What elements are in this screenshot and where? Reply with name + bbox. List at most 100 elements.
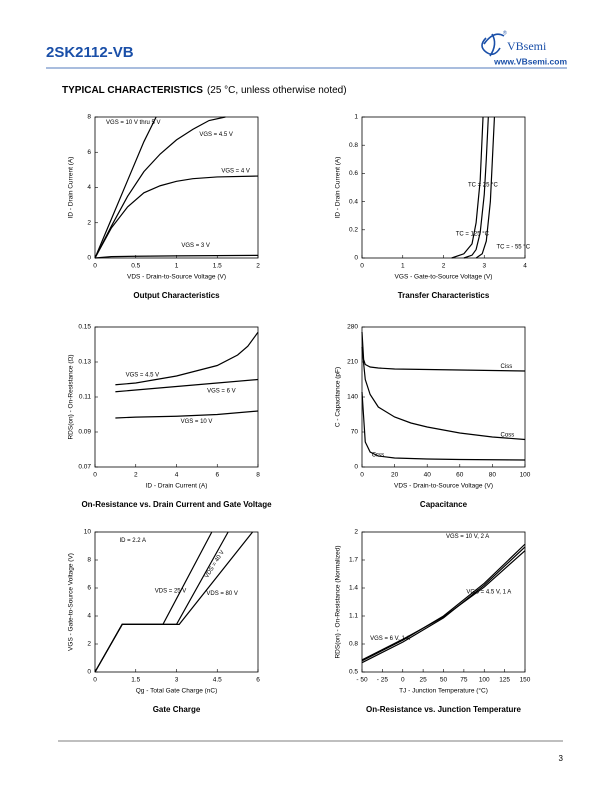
series-line [94,254,259,259]
y-tick-label: 0.13 [78,359,91,366]
x-axis-label: VDS - Drain-to-Source Voltage (V) [127,274,226,281]
series-line [94,175,259,259]
series-line [94,116,226,259]
y-tick-label: 0 [87,255,91,262]
series-label: VGS = 10 V thru 5 V [106,120,161,126]
x-tick-label: 0 [93,677,97,684]
chart: 0 1 2 3 4 0 0.2 0.4 0.6 0.8 1 VGS - Gate-to-Source … [335,114,531,300]
y-tick-label: 0.8 [349,142,358,149]
y-tick-label: 1.1 [349,613,358,620]
chart: 0 1.5 3 4.5 6 0 2 4 6 8 10 Qg - Total Gate Charge (… [68,529,260,714]
y-axis-label: RDS(on) - On-Resistance (Ω) [68,354,75,439]
series-label: VDS = 40 V [204,550,226,580]
series-line [94,531,229,673]
x-tick-label: - 50 [356,677,368,684]
y-axis-label: ID - Drain Current (A) [68,157,75,219]
chart-title: On-Resistance vs. Junction Temperature [366,705,522,714]
chart-title: On-Resistance vs. Drain Current and Gate… [81,500,272,509]
chart: 0 0.5 1 1.5 2 0 2 4 6 8 VDS - Drain-to-Source Volt… [68,114,260,300]
series-label: VGS = 4.5 V [126,373,160,379]
x-tick-label: 1.5 [213,263,222,270]
y-tick-label: 8 [87,114,91,121]
x-tick-label: 2 [442,263,446,270]
y-axis-label: VGS - Gate-to-Source Voltage (V) [68,553,75,651]
x-tick-label: 40 [424,472,432,479]
series-label: Crss [372,453,384,459]
x-tick-label: 0 [360,472,364,479]
y-tick-label: 1 [354,114,358,121]
series-line [361,331,526,372]
series-line [361,391,526,461]
y-axis-label: C - Capacitance (pF) [335,367,342,427]
y-axis-label: ID - Drain Current (A) [335,157,342,219]
plot-frame [94,326,259,468]
x-tick-label: 100 [520,472,531,479]
series-line [361,550,526,661]
part-number: 2SK2112-VB [46,44,134,61]
y-tick-label: 140 [347,394,358,401]
series-label: VGS = 4.5 V [199,132,233,138]
series-label: VGS = 6 V, 1 A [370,636,410,642]
plot-frame [361,326,526,468]
x-tick-label: 8 [256,472,260,479]
plot-frame [94,531,259,673]
x-tick-label: 25 [420,677,428,684]
x-tick-label: 4 [523,263,527,270]
series-line [115,410,259,419]
series-label: TC = 125 °C [456,232,490,238]
y-tick-label: 280 [347,324,358,331]
chart-title: Capacitance [420,500,468,509]
x-tick-label: 1.5 [131,677,140,684]
y-tick-label: 0.5 [349,669,358,676]
x-tick-label: 4.5 [213,677,222,684]
x-tick-label: 1 [175,263,179,270]
x-axis-label: ID - Drain Current (A) [146,483,208,490]
series-line [94,116,157,259]
series-label: VDS = 80 V [206,591,238,597]
series-line [361,346,526,441]
x-tick-label: 100 [479,677,490,684]
chart-title: Gate Charge [153,705,201,714]
series-line [361,546,526,664]
y-tick-label: 6 [87,149,91,156]
y-tick-label: 4 [87,184,91,191]
series-label: TC = - 55 °C [496,244,530,250]
y-tick-label: 2 [87,219,91,226]
heading-note: (25 °C, unless otherwise noted) [207,85,347,96]
website: www.VBsemi.com [493,56,567,66]
series-line [115,378,259,393]
plot-frame [361,116,526,259]
x-tick-label: 125 [499,677,510,684]
x-tick-label: 2 [256,263,260,270]
x-tick-label: 0.5 [131,263,140,270]
x-tick-label: 60 [456,472,464,479]
x-tick-label: - 25 [377,677,389,684]
y-tick-label: 210 [347,359,358,366]
series-label: VGS = 6 V [207,388,236,394]
series-line [475,116,496,259]
y-tick-label: 8 [87,557,91,564]
y-tick-label: 0 [354,255,358,262]
y-tick-label: 1.7 [349,557,358,564]
x-tick-label: 50 [440,677,448,684]
chart: 0 20 40 60 80 100 0 70 140 210 280 VDS - Drain-to-S… [335,324,531,509]
series-label: TC = 25 °C [468,182,499,188]
x-tick-label: 0 [93,472,97,479]
series-label: Ciss [501,364,513,370]
y-tick-label: 0.09 [78,429,91,436]
series-line [115,331,259,386]
y-tick-label: 2 [354,529,358,536]
y-tick-label: 0.6 [349,170,358,177]
series-label: VGS = 10 V, 2 A [446,534,489,540]
y-axis-label: RDS(on) - On-Resistance (Normalized) [335,545,342,658]
series-label: VGS = 10 V [181,419,213,425]
x-tick-label: 4 [175,472,179,479]
chart: 0 2 4 6 8 0.07 0.09 0.11 0.13 0.15 ID - Drain Curr… [68,324,272,509]
series-label: VGS = 4 V [221,168,250,174]
y-tick-label: 4 [87,613,91,620]
y-tick-label: 2 [87,641,91,648]
logo-mark [481,33,505,57]
series-label: VGS = 3 V [181,243,210,249]
y-tick-label: 1.4 [349,585,358,592]
